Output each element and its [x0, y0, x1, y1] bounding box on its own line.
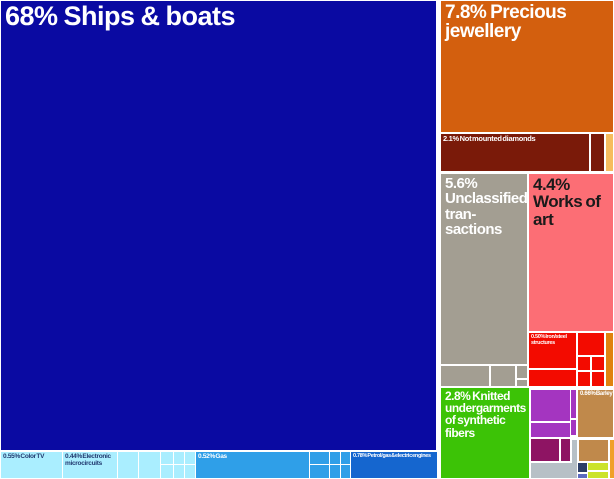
treemap-cell-precious-jewellery: 7.8% Precious jewellery [441, 1, 613, 132]
treemap-cell-label-not-mounted-diamonds: 2.1% Not mounted diamonds [443, 134, 536, 143]
treemap-cell-label-petrol-gas-electric-engines: 0.78% Petrol/gas & electric engines [353, 453, 431, 459]
treemap-cell-chemicals-3 [531, 423, 570, 437]
treemap-cell-textiles-2 [561, 439, 570, 461]
treemap-cell-unclassified-5 [517, 380, 527, 386]
treemap-cell-barley-2 [579, 440, 608, 461]
treemap-cell-steel-5 [592, 357, 604, 370]
treemap-cell-label-unclassified-transactions: 5.6% Unclassified tran- sactions [445, 175, 527, 238]
treemap-cell-label-precious-jewellery: 7.8% Precious jewellery [445, 2, 567, 43]
treemap-cell-label-color-tv: 0.55% Color TV [3, 453, 45, 460]
treemap-cell-steel-6 [578, 372, 590, 386]
treemap-cell-misc-orange-strip [610, 440, 614, 478]
treemap-cell-electronic-microcircuits: 0.44% Electronic microcircuits [63, 452, 117, 478]
treemap-cell-unclassified-transactions: 5.6% Unclassified tran- sactions [441, 174, 527, 364]
treemap-cell-electronics-5 [185, 452, 195, 464]
treemap-cell-not-mounted-diamonds: 2.1% Not mounted diamonds [441, 134, 589, 171]
treemap-cell-electronics-8 [185, 465, 195, 478]
treemap-cell-misc-gray-2 [572, 440, 577, 478]
treemap-cell-label-electronic-microcircuits: 0.44% Electronic microcircuits [65, 453, 111, 468]
treemap-cell-electronics-3 [161, 452, 173, 464]
treemap-cell-steel-4 [578, 357, 590, 370]
treemap-cell-machinery-5 [330, 465, 340, 478]
treemap-cell-chemicals-4 [571, 420, 576, 435]
treemap-cell-petrol-gas-electric-engines: 0.78% Petrol/gas & electric engines [351, 452, 437, 478]
treemap-cell-label-ships-boats: 68% Ships & boats [5, 1, 236, 31]
treemap-cell-electronics-2 [139, 452, 160, 478]
treemap-cell-electronics-6 [161, 465, 173, 478]
treemap-cell-textiles-1 [531, 439, 559, 461]
treemap-cell-color-tv: 0.55% Color TV [1, 452, 62, 478]
treemap-cell-machinery-1 [310, 452, 329, 464]
treemap-cell-label-barley: 0.66% Barley [580, 391, 613, 397]
treemap-cell-chemicals-2 [571, 390, 576, 418]
treemap-cell-unclassified-2 [441, 366, 489, 386]
treemap-cell-unclassified-3 [491, 366, 515, 386]
treemap-cell-unclassified-4 [517, 366, 527, 378]
treemap-cell-food-yellowgreen-2 [588, 472, 608, 478]
treemap-cell-machinery-6 [341, 465, 350, 478]
treemap-cell-diamonds-2 [591, 134, 604, 171]
treemap-cell-label-knitted-undergarments: 2.8% Knitted undergarments of synthetic … [445, 389, 526, 440]
treemap-cell-works-of-art: 4.4% Works of art [529, 174, 613, 331]
treemap-cell-machinery-2 [330, 452, 340, 464]
treemap-cell-label-works-of-art: 4.4% Works of art [533, 175, 601, 229]
treemap-cell-flag-navy [578, 463, 587, 472]
treemap-cell-metals-strip [606, 333, 613, 386]
treemap-cell-electronics-1 [118, 452, 138, 478]
treemap-cell-gas: 0.52% Gas [196, 452, 309, 478]
treemap-cell-label-gas: 0.52% Gas [198, 453, 227, 460]
treemap-cell-steel-7 [592, 372, 604, 386]
treemap-cell-knitted-undergarments: 2.8% Knitted undergarments of synthetic … [441, 388, 529, 478]
treemap-cell-steel-2 [529, 370, 576, 386]
treemap-cell-chemicals-1 [531, 390, 570, 421]
treemap-cell-iron-steel-structures: 0.50% Iron/steel structures [529, 333, 576, 368]
treemap-cell-food-yellowgreen-1 [588, 463, 608, 470]
treemap-cell-electronics-7 [174, 465, 184, 478]
treemap-cell-ships-boats: 68% Ships & boats [1, 1, 436, 450]
treemap-cell-gems-small [606, 134, 613, 171]
treemap-cell-flag-indigo [578, 474, 587, 478]
treemap-cell-misc-gray [531, 463, 573, 478]
treemap-cell-electronics-4 [174, 452, 184, 464]
treemap-cell-machinery-4 [310, 465, 329, 478]
treemap-cell-label-iron-steel-structures: 0.50% Iron/steel structures [531, 334, 567, 347]
treemap-cell-steel-3 [578, 333, 604, 355]
treemap-cell-machinery-3 [341, 452, 350, 464]
treemap-cell-barley: 0.66% Barley [578, 390, 613, 437]
